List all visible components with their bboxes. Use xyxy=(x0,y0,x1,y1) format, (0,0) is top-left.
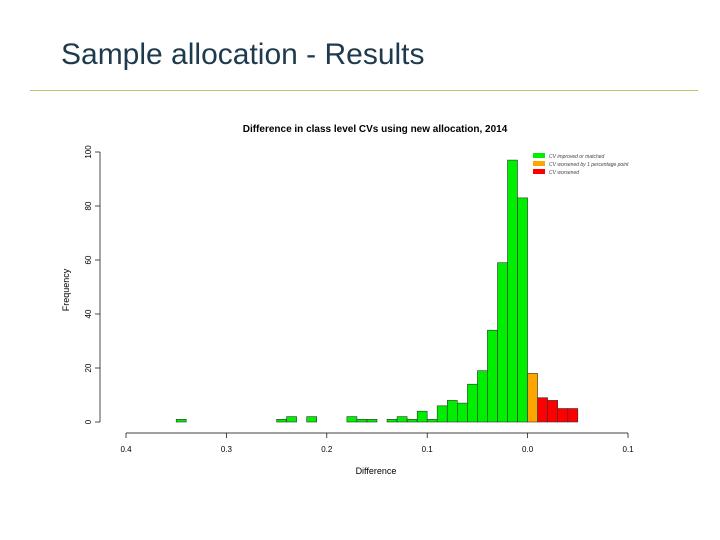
histogram-bar xyxy=(356,418,368,423)
y-tick-label: 80 xyxy=(84,201,93,210)
y-axis-label: Frequency xyxy=(61,268,71,311)
y-tick-label: 20 xyxy=(84,363,93,372)
x-axis-label: Difference xyxy=(356,466,397,476)
histogram-bar xyxy=(175,418,187,423)
histogram-bar xyxy=(346,416,358,423)
x-tick-label: 0.3 xyxy=(221,445,233,454)
x-axis: 0.4 0.3 0.2 0.1 0.0 0.1 xyxy=(120,432,634,454)
histogram-bar xyxy=(507,159,518,423)
legend-label: CV worsened by 1 percentage point xyxy=(549,162,629,168)
histogram-bar xyxy=(366,418,378,423)
histogram-bar xyxy=(477,370,488,423)
histogram-bar xyxy=(456,402,468,423)
histogram-bar xyxy=(537,397,548,423)
histogram-bar xyxy=(426,418,438,423)
x-tick-label: 0.2 xyxy=(321,445,333,454)
histogram-bar xyxy=(467,383,478,423)
histogram-bar xyxy=(446,400,458,423)
x-tick-label: 0.4 xyxy=(120,445,132,454)
histogram-bar xyxy=(436,405,448,423)
histogram-bar xyxy=(547,400,559,423)
legend-swatch xyxy=(533,161,545,166)
y-tick-label: 40 xyxy=(84,309,93,318)
title-divider xyxy=(30,90,698,91)
x-tick-label: 0.1 xyxy=(422,445,434,454)
y-axis: 0 20 40 60 80 100 xyxy=(84,145,101,424)
histogram-bar xyxy=(527,373,538,423)
slide-title: Sample allocation - Results xyxy=(61,38,425,71)
x-tick-label: 0.0 xyxy=(522,445,534,454)
legend-swatch xyxy=(533,153,545,158)
x-tick-label: 0.1 xyxy=(622,445,634,454)
histogram-bar xyxy=(386,418,398,423)
y-tick-label: 100 xyxy=(84,145,93,159)
histogram-bar xyxy=(557,408,569,423)
histogram-bar xyxy=(517,197,528,423)
chart-title: Difference in class level CVs using new … xyxy=(243,124,508,135)
histogram-bar xyxy=(406,418,418,423)
histogram-bars xyxy=(175,159,579,423)
y-tick-label: 60 xyxy=(84,255,93,264)
histogram-bar xyxy=(286,416,297,423)
legend: CV improved or matched CV worsened by 1 p… xyxy=(533,153,629,176)
histogram-bar xyxy=(497,262,508,423)
legend-label: CV worsened xyxy=(549,170,579,176)
histogram-bar xyxy=(416,410,428,423)
histogram-bar xyxy=(396,416,408,423)
histogram-bar xyxy=(487,329,498,423)
legend-swatch xyxy=(533,169,545,174)
histogram-bar xyxy=(306,416,318,423)
histogram-bar xyxy=(276,418,287,423)
histogram-bar xyxy=(567,408,579,423)
y-tick-label: 0 xyxy=(84,419,93,424)
legend-label: CV improved or matched xyxy=(549,154,605,160)
